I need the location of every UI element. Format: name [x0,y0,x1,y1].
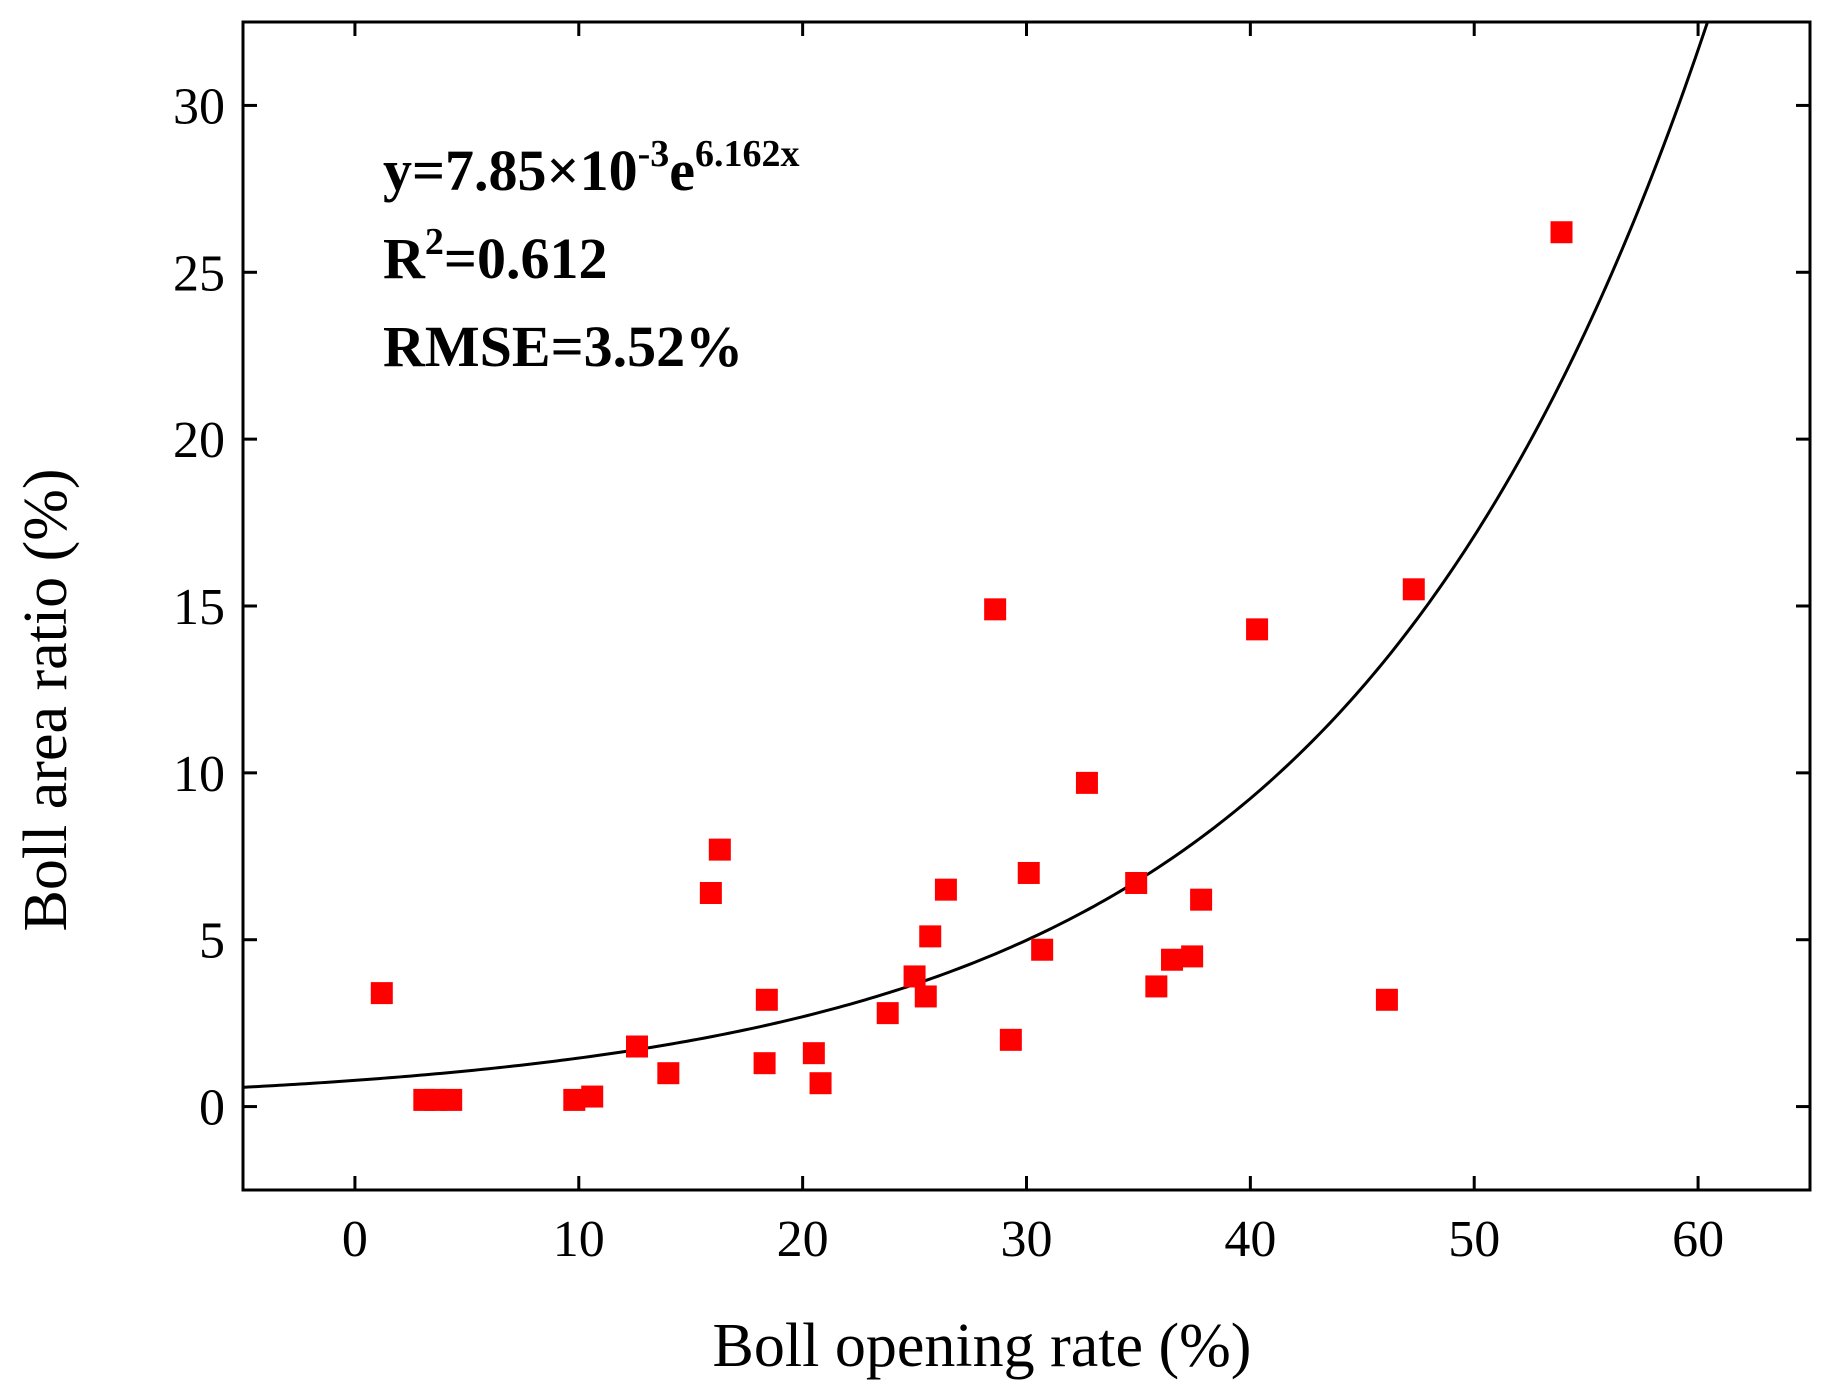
data-point [1161,948,1184,971]
data-point [581,1085,604,1108]
data-point [563,1088,586,1111]
data-point [1375,988,1398,1011]
data-point [1402,578,1425,601]
x-tick-label: 10 [553,1211,605,1268]
x-tick-label: 20 [777,1211,829,1268]
data-point [903,965,926,988]
data-point [657,1062,680,1085]
equation-label: y=7.85×10-3e6.162x [383,133,800,203]
y-tick-label: 5 [199,913,225,970]
data-point [984,598,1007,621]
data-point [440,1088,463,1111]
x-tick-labels: 0 10 20 30 40 50 60 [342,1211,1724,1268]
data-point [1075,771,1098,794]
y-axis-title: Boll area ratio (%) [12,468,80,931]
fit-annotation: y=7.85×10-3e6.162x R2=0.612 RMSE=3.52% [383,133,800,379]
fit-curve [243,22,1710,1089]
data-point [919,925,942,948]
rmse-label: RMSE=3.52% [383,314,743,379]
data-point [809,1072,832,1095]
data-point [1246,618,1269,641]
data-point [876,1002,899,1025]
r-squared-label: R2=0.612 [383,221,607,291]
x-axis-title: Boll opening rate (%) [713,1312,1252,1380]
data-point [753,1052,776,1075]
x-tick-label: 60 [1672,1211,1724,1268]
y-tick-label: 15 [173,579,225,636]
data-point [1031,938,1054,961]
data-point [1017,861,1040,884]
y-tick-label: 10 [173,746,225,803]
x-tick-label: 30 [1001,1211,1053,1268]
axis-ticks [243,22,1810,1190]
data-point [914,985,937,1008]
data-point [708,838,731,861]
data-point [1190,888,1213,911]
data-point [999,1028,1022,1051]
data-point [699,881,722,904]
y-tick-label: 20 [173,412,225,469]
x-tick-label: 40 [1224,1211,1276,1268]
data-point [370,982,393,1005]
data-point [934,878,957,901]
y-tick-label: 30 [173,78,225,135]
y-tick-label: 25 [173,245,225,302]
x-tick-label: 50 [1448,1211,1500,1268]
data-point [625,1035,648,1058]
data-points [370,221,1573,1111]
data-point [1125,871,1148,894]
data-point [1145,975,1168,998]
data-point [1181,945,1204,968]
data-point [755,988,778,1011]
x-tick-label: 0 [342,1211,368,1268]
y-tick-labels: 0 5 10 15 20 25 30 [173,78,225,1136]
data-point [802,1042,825,1065]
y-tick-label: 0 [199,1080,225,1137]
data-point [1550,221,1573,244]
